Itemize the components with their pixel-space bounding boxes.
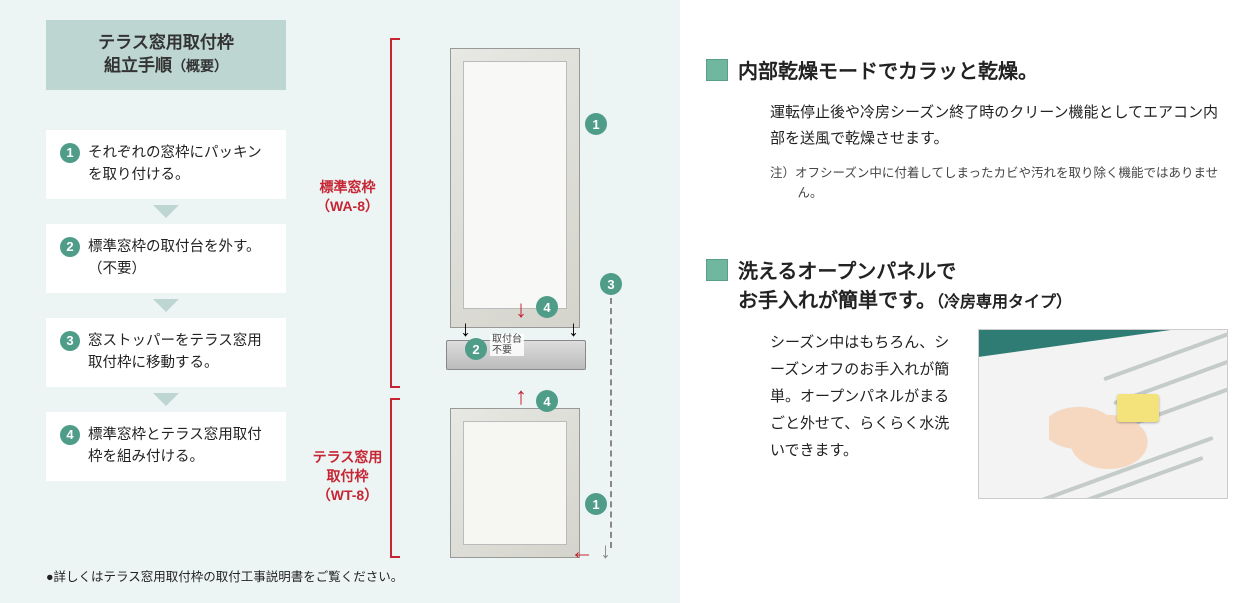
dashed-line [610, 298, 612, 548]
feature1-body: 運転停止後や冷房シーズン終了時のクリーン機能としてエアコン内部を送風で乾燥させま… [706, 100, 1242, 153]
black-arrow-icon: ↓ [460, 316, 471, 342]
red-arrow-down-icon: ↓ [515, 296, 527, 324]
frame-lower [450, 408, 580, 558]
step-number-3: 3 [60, 331, 80, 351]
feature2-title: 洗えるオープンパネルで お手入れが簡単です。（冷房専用タイプ） [738, 255, 1072, 313]
features-panel: 内部乾燥モードでカラッと乾燥。 運転停止後や冷房シーズン終了時のクリーン機能とし… [700, 0, 1242, 603]
label-lower: テラス窓用 取付枠 （WT-8） [310, 448, 385, 505]
footnote: ●詳しくはテラス窓用取付枠の取付工事説明書をご覧ください。 [46, 566, 403, 585]
red-arrow-left-icon: ← [570, 538, 594, 566]
step-4: 4 標準窓枠とテラス窓用取付枠を組み付ける。 [46, 412, 286, 481]
black-arrow-icon: ↓ [568, 316, 579, 342]
base-label: 取付台 不要 [490, 334, 524, 356]
callout-1a: 1 [585, 113, 607, 135]
arrow-icon [153, 299, 179, 312]
bullet-square-icon [706, 259, 728, 281]
bullet-square-icon [706, 59, 728, 81]
title-line1: テラス窓用取付枠 [98, 33, 234, 52]
panel-wash-image [978, 329, 1228, 499]
sponge [1117, 394, 1159, 422]
arrow-icon [153, 393, 179, 406]
callout-4b: 4 [536, 390, 558, 412]
feature-panel-wash: 洗えるオープンパネルで お手入れが簡単です。（冷房専用タイプ） シーズン中はもち… [700, 255, 1242, 499]
frame-upper [450, 48, 580, 328]
step-text-3: 窓ストッパーをテラス窓用取付枠に移動する。 [88, 330, 272, 375]
steps-column: 1 それぞれの窓枠にパッキンを取り付ける。 2 標準窓枠の取付台を外す。（不要）… [46, 130, 286, 481]
assembly-title: テラス窓用取付枠 組立手順（概要） [46, 20, 286, 90]
label-upper: 標準窓枠 （WA-8） [310, 178, 385, 216]
callout-3: 3 [600, 273, 622, 295]
step-text-1: それぞれの窓枠にパッキンを取り付ける。 [88, 142, 272, 187]
red-arrow-up-icon: ↑ [515, 383, 527, 411]
bracket-lower [390, 398, 400, 558]
bracket-upper [390, 38, 400, 388]
feature1-title: 内部乾燥モードでカラッと乾燥。 [738, 55, 1038, 84]
feature1-note: 注）オフシーズン中に付着してしまったカビや汚れを取り除く機能ではありません。 [734, 163, 1242, 203]
title-line2: 組立手順 [104, 56, 172, 75]
feature-title-2: 洗えるオープンパネルで お手入れが簡単です。（冷房専用タイプ） [706, 255, 1242, 313]
feature-title-1: 内部乾燥モードでカラッと乾燥。 [706, 55, 1242, 84]
feature2-body: シーズン中はもちろん、シーズンオフのお手入れが簡単。オープンパネルがまるごと外せ… [770, 329, 960, 499]
callout-1b: 1 [585, 493, 607, 515]
step-2: 2 標準窓枠の取付台を外す。（不要） [46, 224, 286, 293]
feature-drying: 内部乾燥モードでカラッと乾燥。 運転停止後や冷房シーズン終了時のクリーン機能とし… [700, 55, 1242, 203]
arrow-icon [153, 205, 179, 218]
title-suffix: （概要） [172, 58, 228, 74]
step-number-2: 2 [60, 237, 80, 257]
feature2-row: シーズン中はもちろん、シーズンオフのお手入れが簡単。オープンパネルがまるごと外せ… [706, 329, 1242, 499]
step-1: 1 それぞれの窓枠にパッキンを取り付ける。 [46, 130, 286, 199]
step-number-1: 1 [60, 143, 80, 163]
assembly-diagram: 標準窓枠 （WA-8） テラス窓用 取付枠 （WT-8） 取付台 不要 1 1 … [310, 38, 670, 558]
assembly-panel: テラス窓用取付枠 組立手順（概要） 1 それぞれの窓枠にパッキンを取り付ける。 … [0, 0, 680, 603]
step-3: 3 窓ストッパーをテラス窓用取付枠に移動する。 [46, 318, 286, 387]
step-text-4: 標準窓枠とテラス窓用取付枠を組み付ける。 [88, 424, 272, 469]
step-number-4: 4 [60, 425, 80, 445]
step-text-2: 標準窓枠の取付台を外す。（不要） [88, 236, 272, 281]
gray-arrow-icon: ↓ [600, 538, 611, 564]
callout-4a: 4 [536, 296, 558, 318]
